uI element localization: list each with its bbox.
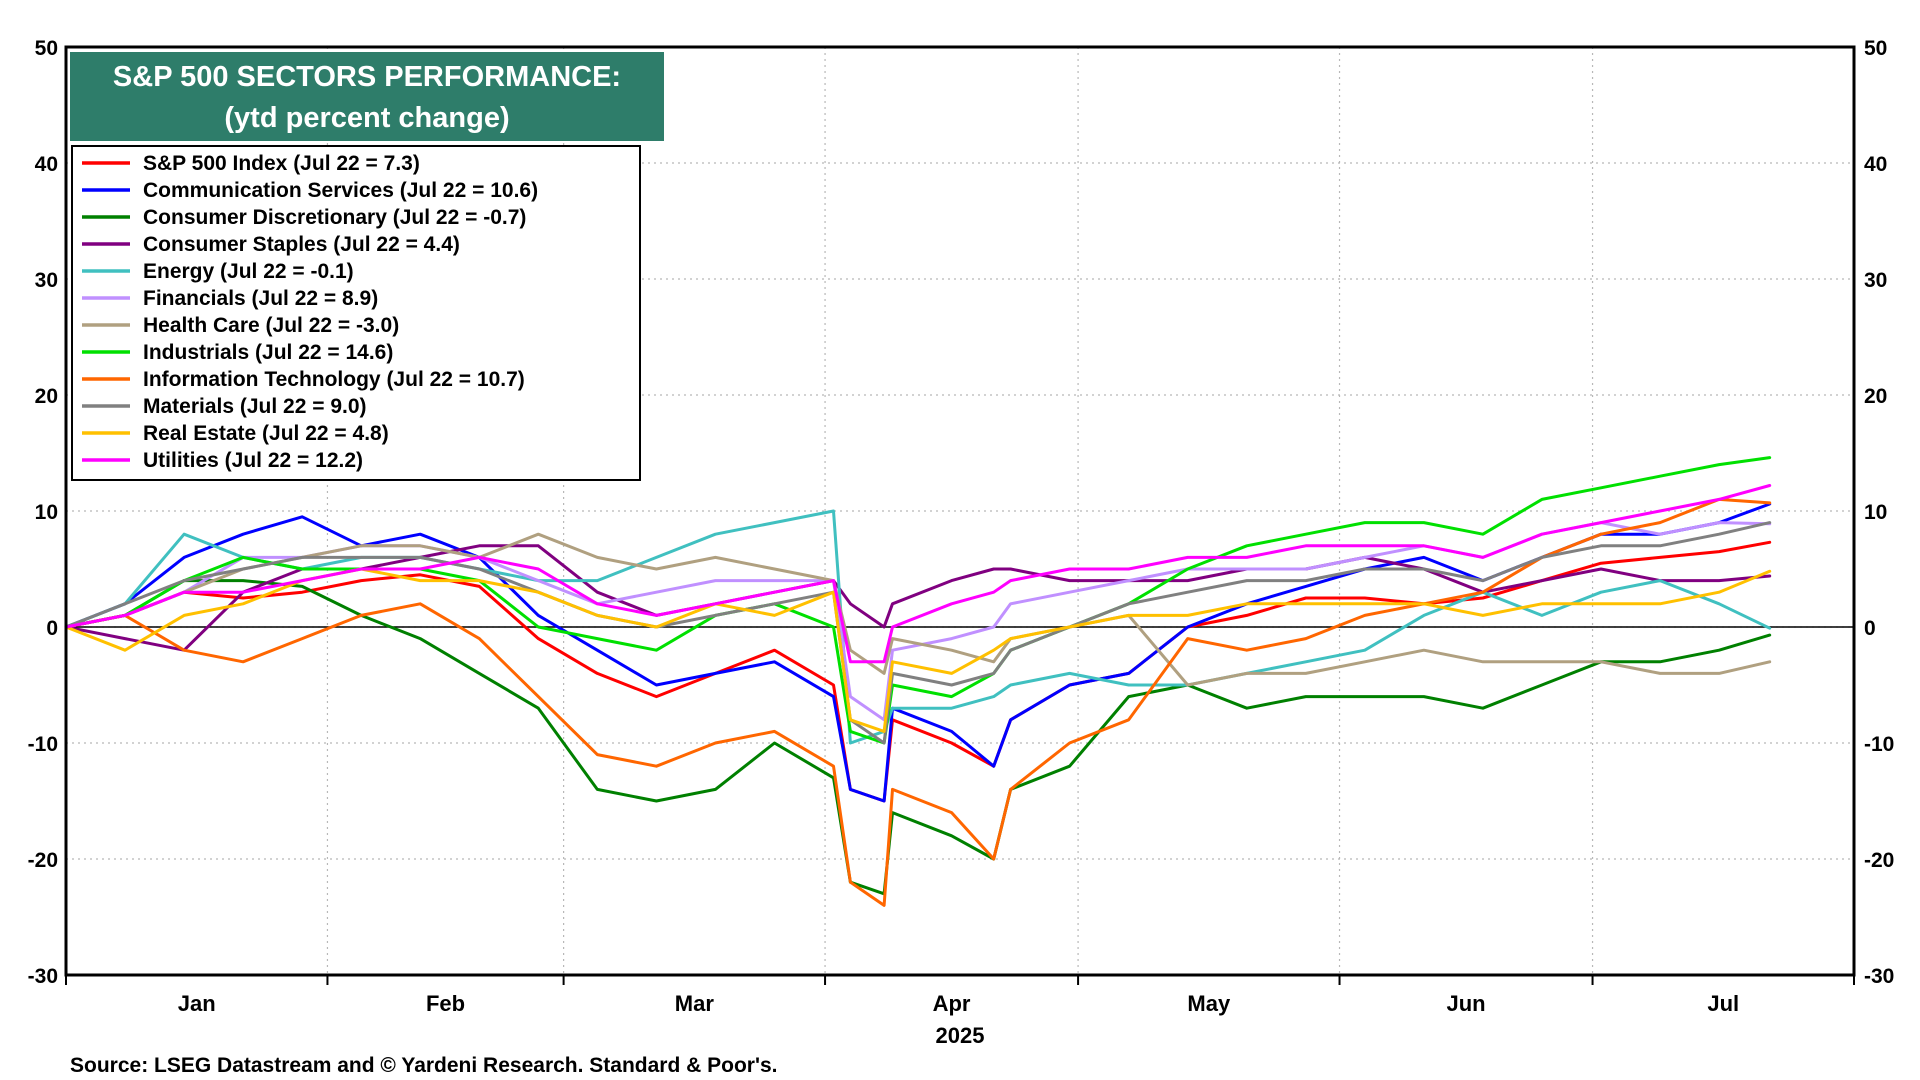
series-line [64,567,1772,733]
title-box: S&P 500 SECTORS PERFORMANCE: (ytd percen… [70,52,664,141]
legend-label: S&P 500 Index (Jul 22 = 7.3) [143,152,420,175]
legend-label: Energy (Jul 22 = -0.1) [143,260,354,283]
grid-layer [66,47,1854,975]
legend-items: S&P 500 Index (Jul 22 = 7.3) Communicatio… [82,152,538,472]
y-axis-right: -30 -20 -10 0 10 20 30 40 50 [1864,37,1894,988]
legend-label: Communication Services (Jul 22 = 10.6) [143,179,538,202]
legend-frame [71,145,641,481]
y-tick-label-left: -10 [28,733,58,756]
x-tick-label: Feb [426,991,465,1016]
series-line [64,532,1772,687]
y-tick-label-left: 40 [35,153,58,176]
y-tick-label-left: 50 [35,37,58,60]
legend-label: Consumer Staples (Jul 22 = 4.4) [143,233,460,256]
legend-label: Materials (Jul 22 = 9.0) [143,395,367,418]
series-line [64,484,1772,664]
y-tick-label-right: -10 [1864,733,1894,756]
chart-title: S&P 500 SECTORS PERFORMANCE: [113,61,621,93]
x-tick-label: Apr [933,991,971,1016]
y-tick-label-left: 30 [35,269,58,292]
x-tick-label: Jun [1446,991,1485,1016]
y-tick-label-left: 10 [35,501,58,524]
series-line [64,579,1772,896]
title-background [70,52,664,141]
y-tick-label-left: -30 [28,965,58,988]
y-tick-label-left: 0 [46,617,58,640]
y-tick-label-right: 40 [1864,153,1887,176]
series-line [64,497,1772,907]
x-axis-label: 2025 [936,1023,985,1048]
series-layer [64,456,1772,907]
series-line [64,456,1772,745]
x-tick-label: Jan [178,991,216,1016]
x-tick-label: Jul [1707,991,1739,1016]
legend-label: Industrials (Jul 22 = 14.6) [143,341,393,364]
legend: S&P 500 Index (Jul 22 = 7.3) Communicatio… [71,145,641,481]
x-axis: Jan Feb Mar Apr May Jun Jul [65,975,1855,1016]
legend-label: Financials (Jul 22 = 8.9) [143,287,378,310]
series-line [64,540,1772,803]
legend-label: Consumer Discretionary (Jul 22 = -0.7) [143,206,526,229]
legend-label: Real Estate (Jul 22 = 4.8) [143,422,389,445]
chart-subtitle: (ytd percent change) [224,102,509,134]
y-tick-label-left: 20 [35,385,58,408]
x-tick-label: May [1187,991,1231,1016]
y-tick-label-right: 10 [1864,501,1887,524]
y-axis-left: -30 -20 -10 0 10 20 30 40 50 [28,37,58,988]
legend-label: Health Care (Jul 22 = -3.0) [143,314,399,337]
source-note: Source: LSEG Datastream and © Yardeni Re… [70,1054,777,1077]
series-line [64,502,1772,803]
y-tick-label-right: 0 [1864,617,1876,640]
legend-label: Information Technology (Jul 22 = 10.7) [143,368,525,391]
series-line [64,521,1772,745]
y-tick-label-left: -20 [28,849,58,872]
y-tick-label-right: 20 [1864,385,1887,408]
y-tick-label-right: 30 [1864,269,1887,292]
y-tick-label-right: -20 [1864,849,1894,872]
y-tick-label-right: -30 [1864,965,1894,988]
legend-label: Utilities (Jul 22 = 12.2) [143,449,363,472]
plot-frame [64,45,1856,977]
y-tick-label-right: 50 [1864,37,1887,60]
series-line [64,544,1772,652]
x-tick-label: Mar [675,991,715,1016]
